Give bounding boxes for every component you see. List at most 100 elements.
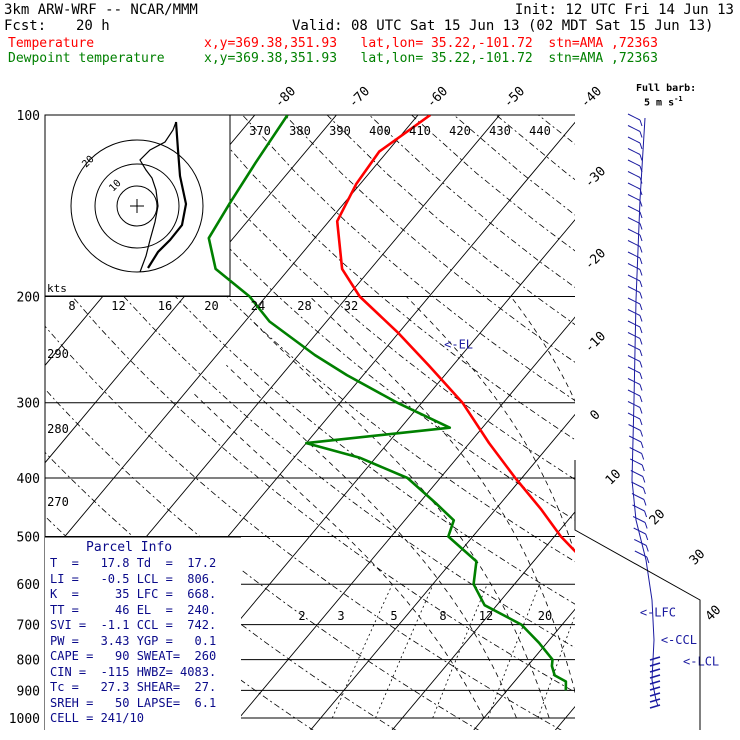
hodograph-speed-label: 12	[111, 299, 125, 313]
legend-dewpoint-info: x,y=369.38,351.93 lat,lon= 35.22,-101.72…	[204, 51, 658, 66]
parcel-info-row: CELL = 241/10	[50, 711, 144, 725]
dry-adiabat-line	[45, 388, 480, 730]
hodograph-speed-label: 32	[344, 299, 358, 313]
mixing-ratio-tick-label: 5	[390, 609, 397, 623]
wind-barb	[627, 366, 641, 374]
isotherm-tick-label: 30	[687, 547, 709, 569]
dry-adiabat-tick-label: 270	[47, 495, 69, 509]
mixing-ratio-line	[432, 584, 488, 719]
wind-barb	[627, 182, 641, 190]
level-annotation: <-EL	[444, 337, 473, 351]
wind-barb	[634, 539, 647, 546]
hodograph-speed-label: 20	[204, 299, 218, 313]
wind-barb-flag	[639, 131, 643, 138]
wind-barb-flag	[639, 361, 643, 368]
isotherm-tick-label: 0	[587, 407, 603, 423]
init-time: Init: 12 UTC Fri 14 Jun 13	[514, 2, 734, 18]
wind-barb-flag	[643, 499, 647, 506]
wind-barb-lowlevel	[649, 704, 661, 709]
wind-barb	[632, 516, 646, 523]
wind-barb-flag	[639, 418, 643, 426]
level-annotation: <-CCL	[661, 633, 697, 647]
wind-barb-lowlevel	[649, 656, 661, 661]
wind-barb-flag	[639, 119, 643, 127]
wind-barb-flag	[639, 177, 643, 184]
wind-barb	[627, 263, 641, 270]
wind-barb	[627, 320, 641, 328]
parcel-info-row: LI = -0.5 LCL = 806.	[50, 571, 217, 586]
hodograph-ring	[70, 139, 204, 273]
moist-adiabat-line	[252, 321, 550, 719]
wind-barb-flag	[639, 292, 643, 299]
pressure-tick-label: 200	[17, 291, 40, 306]
hodograph-speed-unit: kts	[47, 282, 67, 295]
wind-barb-flag	[645, 545, 649, 552]
wind-barb	[627, 378, 641, 385]
wind-barb	[627, 240, 641, 247]
mixing-ratio-tick-label: 12	[479, 609, 493, 623]
mixing-ratio-line	[331, 584, 393, 719]
hodograph-ring	[116, 185, 158, 227]
hodograph-ring	[94, 163, 180, 249]
parcel-info-row: CAPE = 90 SWEAT= 260	[50, 649, 217, 663]
parcel-info-row: Tc = 27.3 SHEAR= 27.	[50, 680, 217, 694]
wind-barb-flag	[639, 188, 643, 196]
wind-barb	[627, 332, 641, 339]
dry-adiabat-tick-label: 280	[47, 422, 69, 436]
wind-barb	[627, 401, 641, 408]
wind-barb	[627, 297, 641, 305]
dry-adiabat-line	[538, 115, 575, 145]
isotherm-line	[310, 413, 575, 730]
wind-barb	[627, 194, 641, 201]
pressure-tick-label: 600	[17, 578, 40, 593]
dry-adiabat-line	[495, 115, 575, 181]
wind-barb-flag	[639, 338, 643, 345]
parcel-info-title: Parcel Info	[86, 540, 173, 555]
parcel-info-row: T = 17.8 Td = 17.2	[50, 556, 217, 570]
mixing-ratio-line	[604, 584, 649, 718]
wind-barb-flag	[644, 522, 648, 529]
theta-tick-label: 420	[449, 124, 471, 138]
full-barb-unit: 5 m s-1	[644, 94, 683, 108]
pressure-tick-label: 100	[17, 109, 40, 124]
hodograph-speed-label: 28	[297, 299, 311, 313]
wind-barb-lowlevel	[649, 692, 661, 697]
wind-barb-flag	[639, 234, 643, 242]
isotherm-tick-label: 40	[703, 603, 725, 625]
full-barb-unit-text: 5 m s	[644, 97, 675, 109]
pressure-tick-label: 700	[17, 619, 40, 634]
wind-barb	[627, 274, 641, 282]
theta-tick-label: 430	[489, 124, 511, 138]
wind-barb-flag	[642, 487, 646, 495]
wind-barb-lowlevel	[649, 668, 661, 673]
isotherm-line	[45, 115, 338, 464]
dry-adiabat-line	[708, 115, 740, 731]
full-barb-label: Full barb:	[636, 83, 697, 94]
wind-barb	[628, 435, 642, 443]
dry-adiabat-tick-label: 290	[47, 347, 69, 361]
hodograph-speed-label: 8	[68, 299, 75, 313]
wind-barb	[627, 113, 641, 121]
isotherm-tick-label: 10	[603, 467, 625, 489]
wind-barb-flag	[639, 372, 643, 380]
wind-barb	[627, 309, 641, 316]
mixing-ratio-tick-label: 8	[439, 609, 446, 623]
wind-barb-lowlevel	[649, 680, 661, 685]
isotherm-tick-label: -30	[582, 164, 609, 191]
hodograph-trace-upper	[139, 121, 177, 273]
isotherm-line	[228, 316, 575, 730]
isotherm-line	[45, 115, 419, 561]
wind-barb	[633, 527, 646, 535]
dry-adiabat-line	[45, 262, 575, 693]
wind-barb-flag	[639, 257, 643, 265]
wind-barb	[630, 470, 644, 477]
wind-barb-flag	[639, 211, 643, 219]
wind-barb-flag	[639, 315, 643, 322]
wind-barb-lowlevel	[649, 686, 661, 691]
dry-adiabat-line	[199, 115, 575, 441]
wind-barb	[627, 343, 641, 351]
legend-temperature-name: Temperature	[8, 36, 95, 51]
isotherm-line	[554, 705, 575, 730]
full-barb-unit-exponent: -1	[674, 95, 683, 103]
